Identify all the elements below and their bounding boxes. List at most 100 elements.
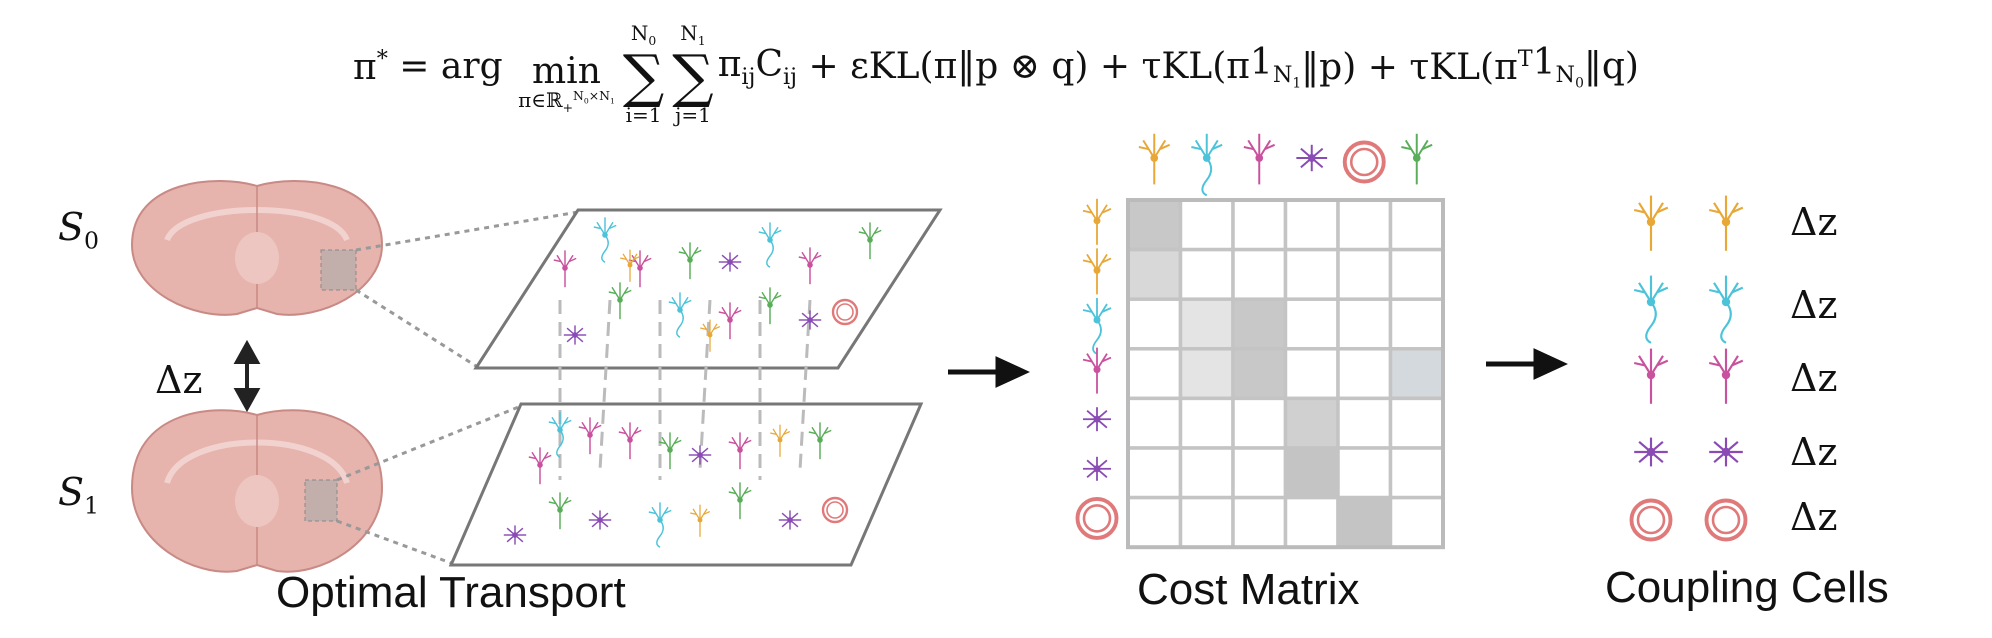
cell-ring [1629,498,1673,542]
axon [656,519,664,548]
math-group: ‖q) [1584,46,1639,87]
soma [1202,154,1211,162]
math-text: 1 [1292,75,1302,92]
math-group: N0×N1 [573,87,615,105]
matrix-cell [1126,495,1183,549]
subscript: 1 [1292,76,1301,92]
matrix-cell [1126,247,1183,301]
soma [767,302,773,308]
matrix-cell [1126,446,1183,500]
dendrite [728,482,752,501]
dendrite [1082,198,1112,222]
dendrite [678,242,702,261]
math-text: C [755,43,783,85]
subscript: N1 [1272,62,1301,91]
matrix-cell [1336,347,1393,401]
dendrite [858,222,882,241]
soma [627,437,633,443]
matrix-cell [1283,446,1340,500]
math-group: 1N1 [1250,42,1301,92]
dendrite [758,222,782,241]
matrix-cell [1178,495,1235,549]
matrix-cell [1336,198,1393,252]
math-group: π∈ℝ+N0×N1 [518,87,615,114]
zoom-line [355,288,477,368]
math-group: π* [353,46,388,88]
cell-ring [1704,498,1748,542]
math-text: 0 [84,226,100,255]
dendrite [578,417,602,436]
math-text: = arg [387,46,515,88]
soma [1646,217,1656,227]
cell-ring [831,298,859,326]
math-text: i=1 [625,103,662,128]
axon [556,429,564,458]
soma [557,507,563,513]
soma [817,437,823,443]
limit: i=1 [626,105,662,125]
math-text: 1 [1249,41,1273,83]
axon [766,239,774,268]
math-group: N1 ∑ j=1 [668,8,717,125]
dendrite [628,250,652,269]
soma [1150,154,1159,162]
matrix-cell [1388,297,1445,351]
slice-label: S1 [58,470,99,520]
math-text: 0 [1575,75,1584,92]
matrix-cell [1231,495,1288,549]
dendrite [608,282,632,301]
slide [448,402,924,567]
soma [777,437,783,443]
soma [512,532,518,538]
dendrite [1708,348,1744,376]
soma [1093,316,1101,324]
soma [767,237,773,243]
soma [627,262,633,268]
soma [1721,447,1731,457]
math-text: π∈ℝ [518,88,563,113]
axon [601,234,609,263]
slice-label: S0 [58,205,99,255]
matrix-cell [1388,396,1445,450]
math-group: = arg [388,46,514,87]
math-text: ∑ [672,42,714,111]
dendrite [1082,298,1112,321]
math-text: N [1272,62,1293,89]
matrix-cell [1283,396,1340,450]
soma [1721,370,1731,380]
matrix-cell [1231,297,1288,351]
matrix-cell [1178,347,1235,401]
math-text: N [573,87,584,103]
soma [737,447,743,453]
dendrite [1243,133,1276,159]
soma [707,332,713,338]
math-text: 0 [648,33,657,48]
dendrite [1191,133,1223,159]
math-group: N1 [1272,62,1301,91]
axon [676,309,684,338]
subscript: ij [783,64,797,90]
superscript: T [1518,46,1533,72]
delta-label: Δz [1790,200,1838,244]
slide [473,208,943,370]
math-group: ‖p) + τKL(πT [1301,46,1532,88]
axon [1092,319,1102,355]
limit: π∈ℝ+N0×N1 [518,87,615,115]
math-stack: N0 ∑ i=1 [623,23,664,125]
math-group: + εKL(π‖p ⊗ q) + τKL(π [797,46,1249,87]
transport-line [698,299,712,471]
equation: π* = arg min π∈ℝ+N0×N1 N0 ∑ i=1 N1 ∑ j=1 πij Cij … [0,8,1992,125]
math-text: 1 [1532,41,1556,83]
matrix-cell [1178,297,1235,351]
matrix-cell [1231,347,1288,401]
matrix-cell [1283,347,1340,401]
math-group: N0 [1556,62,1584,91]
matrix-cell [1283,247,1340,301]
dendrite [528,447,552,466]
soma [1307,154,1316,162]
matrix-cell [1336,495,1393,549]
soma [572,332,578,338]
cell-ring [1075,496,1119,540]
